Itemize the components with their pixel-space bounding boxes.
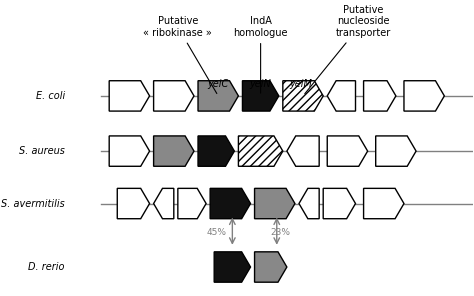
Text: 23%: 23% <box>271 228 291 237</box>
Polygon shape <box>255 188 295 219</box>
Polygon shape <box>327 136 368 166</box>
Polygon shape <box>255 252 287 282</box>
Polygon shape <box>178 188 206 219</box>
Text: yeiM: yeiM <box>290 79 312 89</box>
Polygon shape <box>327 81 356 111</box>
Text: 45%: 45% <box>206 228 226 237</box>
Polygon shape <box>198 81 238 111</box>
Polygon shape <box>198 136 234 166</box>
Polygon shape <box>283 81 323 111</box>
Polygon shape <box>210 188 251 219</box>
Text: Putative
« ribokinase »: Putative « ribokinase » <box>144 16 217 94</box>
Polygon shape <box>117 188 150 219</box>
Polygon shape <box>109 136 150 166</box>
Text: E. coli: E. coli <box>36 91 65 101</box>
Polygon shape <box>364 81 396 111</box>
Text: S. aureus: S. aureus <box>19 146 65 156</box>
Polygon shape <box>376 136 416 166</box>
Text: yeiN: yeiN <box>250 79 272 89</box>
Text: S. avermitilis: S. avermitilis <box>1 199 65 209</box>
Polygon shape <box>154 136 194 166</box>
Text: Putative
nucleoside
transporter: Putative nucleoside transporter <box>305 5 391 94</box>
Polygon shape <box>287 136 319 166</box>
Polygon shape <box>154 188 174 219</box>
Polygon shape <box>109 81 150 111</box>
Text: D. rerio: D. rerio <box>28 262 65 272</box>
Polygon shape <box>242 81 279 111</box>
Polygon shape <box>323 188 356 219</box>
Text: yeiC: yeiC <box>208 79 229 89</box>
Polygon shape <box>404 81 444 111</box>
Polygon shape <box>299 188 319 219</box>
Polygon shape <box>214 252 251 282</box>
Polygon shape <box>238 136 283 166</box>
Text: IndA
homologue: IndA homologue <box>233 16 288 93</box>
Polygon shape <box>154 81 194 111</box>
Polygon shape <box>364 188 404 219</box>
